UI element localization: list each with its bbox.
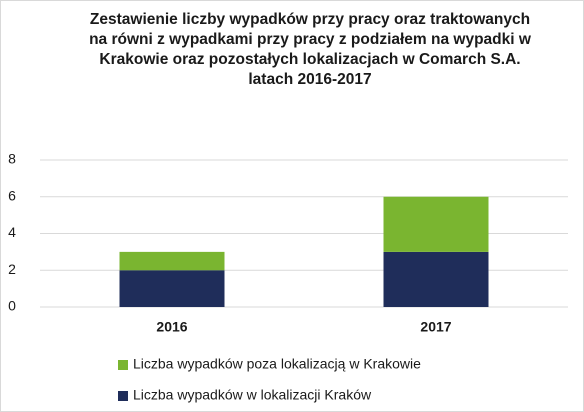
legend-swatch [118, 360, 128, 370]
x-tick-label: 2016 [156, 319, 187, 335]
y-tick-label: 2 [8, 261, 16, 277]
y-tick-label: 6 [8, 187, 16, 203]
legend-label: Liczba wypadków w lokalizacji Kraków [133, 387, 372, 403]
legend-label: Liczba wypadków poza lokalizacją w Krako… [133, 356, 421, 372]
y-tick-label: 8 [8, 151, 16, 167]
bar-segment [119, 251, 225, 271]
bar-segment [119, 270, 225, 307]
x-tick-label: 2017 [420, 319, 451, 335]
y-tick-label: 0 [8, 298, 16, 314]
legend-swatch [118, 391, 128, 401]
chart-title: Zestawienie liczby wypadków przy pracy o… [89, 11, 531, 88]
y-tick-label: 4 [8, 224, 16, 240]
bar-segment [383, 196, 489, 252]
bar-segment [383, 251, 489, 307]
